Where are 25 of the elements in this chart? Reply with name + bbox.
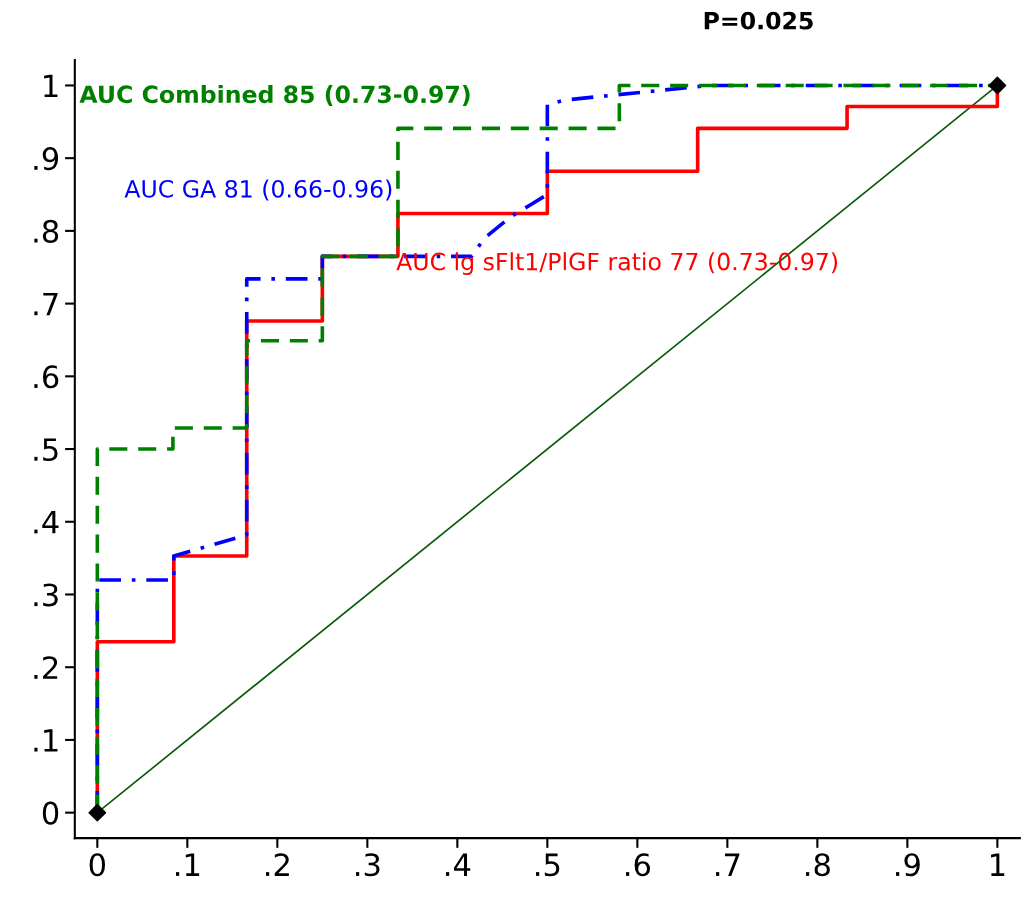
x-tick-label: .4 xyxy=(446,853,471,876)
x-tick-label: .9 xyxy=(896,853,920,877)
y-tick-label: .3 xyxy=(34,583,58,607)
y-tick-label: .6 xyxy=(34,365,59,389)
x-tick-label: 1 xyxy=(991,853,1005,876)
y-tick-label: .5 xyxy=(34,438,58,462)
y-tick-label: 1 xyxy=(44,74,58,98)
x-tick-label: .7 xyxy=(716,853,740,876)
x-tick-label: .8 xyxy=(806,853,830,877)
series-label: AUC Combined 85 (0.73-0.97) xyxy=(79,84,470,106)
y-tick-label: 0 xyxy=(42,801,59,825)
x-tick-label: .5 xyxy=(536,853,560,877)
x-tick-label: .3 xyxy=(356,853,380,877)
y-tick-label: .8 xyxy=(34,219,59,243)
text: P=0.025 xyxy=(704,11,813,30)
x-tick-label: .6 xyxy=(626,853,651,877)
x-tick-label: .2 xyxy=(266,853,289,876)
y-tick-label: .7 xyxy=(34,292,58,316)
y-tick-label: .2 xyxy=(34,656,58,679)
y-tick-label: .9 xyxy=(34,147,59,171)
x-tick-label: .1 xyxy=(176,853,200,876)
text: AUC GA 81 (0.66-0.96) xyxy=(124,179,392,201)
x-tick-label: 0 xyxy=(89,853,106,877)
y-tick-label: .1 xyxy=(34,729,58,752)
y-tick-label: .4 xyxy=(34,511,59,534)
